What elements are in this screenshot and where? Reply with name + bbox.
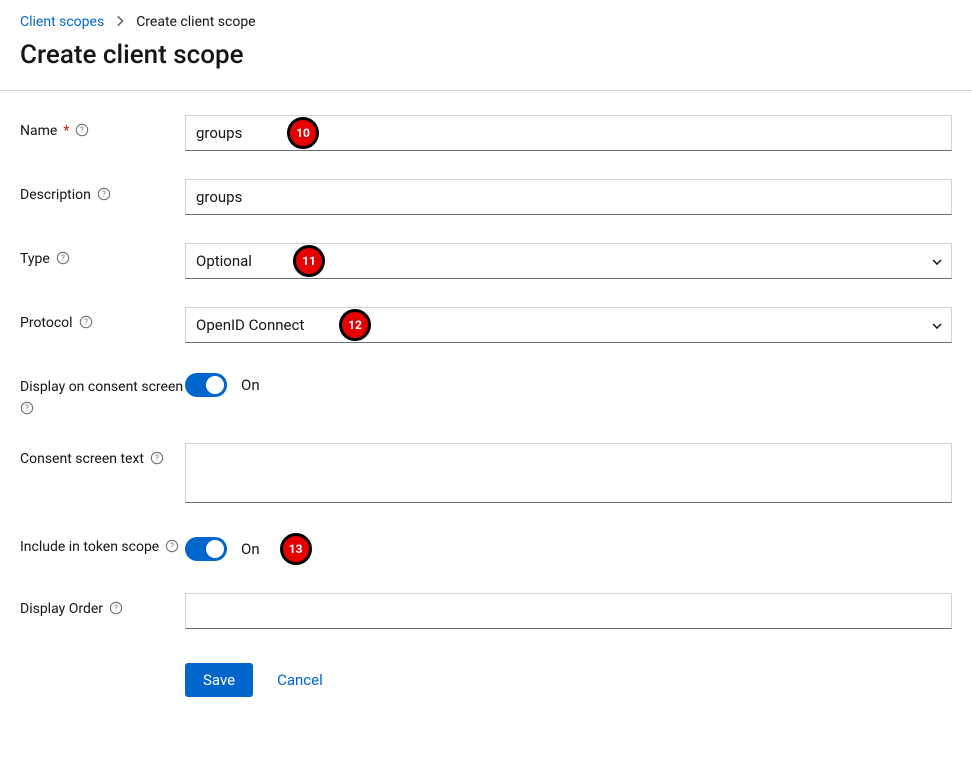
form-row-display-consent: Display on consent screen ? On (20, 371, 952, 415)
label-type: Type ? (20, 243, 185, 267)
cancel-button[interactable]: Cancel (273, 663, 327, 697)
breadcrumb-current: Create client scope (136, 14, 255, 30)
breadcrumb-parent-link[interactable]: Client scopes (20, 14, 104, 30)
include-token-toggle[interactable] (185, 537, 227, 561)
include-token-state: On (241, 540, 260, 558)
page-title: Create client scope (0, 38, 972, 90)
page-root: Client scopes Create client scope Create… (0, 0, 972, 727)
chevron-right-icon (116, 15, 124, 29)
description-input[interactable] (185, 179, 952, 215)
help-icon[interactable]: ? (150, 451, 164, 465)
label-text: Protocol (20, 315, 73, 331)
label-name: Name * ? (20, 115, 185, 139)
form-row-name: Name * ? 10 (20, 115, 952, 151)
label-display-order: Display Order ? (20, 593, 185, 617)
consent-text-input[interactable] (185, 443, 952, 503)
label-text: Display on consent screen (20, 379, 183, 395)
label-text: Description (20, 187, 91, 203)
help-icon[interactable]: ? (56, 251, 70, 265)
save-button[interactable]: Save (185, 663, 253, 697)
display-order-input[interactable] (185, 593, 952, 629)
svg-text:?: ? (25, 404, 29, 413)
type-select[interactable]: Optional (185, 243, 952, 279)
svg-text:?: ? (61, 254, 65, 263)
label-consent-text: Consent screen text ? (20, 443, 185, 467)
help-icon[interactable]: ? (79, 315, 93, 329)
label-text: Display Order (20, 601, 103, 617)
label-display-consent: Display on consent screen ? (20, 371, 185, 415)
display-consent-state: On (241, 376, 260, 394)
svg-text:?: ? (84, 318, 88, 327)
help-icon[interactable]: ? (165, 539, 179, 553)
toggle-knob (206, 540, 224, 558)
breadcrumb: Client scopes Create client scope (0, 0, 972, 38)
form-row-display-order: Display Order ? (20, 593, 952, 629)
help-icon[interactable]: ? (109, 601, 123, 615)
display-consent-toggle[interactable] (185, 373, 227, 397)
svg-text:?: ? (80, 126, 84, 135)
svg-text:?: ? (170, 542, 174, 551)
toggle-knob (206, 376, 224, 394)
label-text: Name (20, 123, 57, 139)
label-protocol: Protocol ? (20, 307, 185, 331)
svg-text:?: ? (102, 190, 106, 199)
name-input[interactable] (185, 115, 952, 151)
label-text: Consent screen text (20, 451, 144, 467)
form-row-protocol: Protocol ? OpenID Connect 12 (20, 307, 952, 343)
label-text: Type (20, 251, 50, 267)
required-indicator: * (63, 123, 69, 139)
form-actions: Save Cancel (20, 663, 952, 697)
type-select-value: Optional (196, 252, 252, 270)
label-include-token: Include in token scope ? (20, 531, 185, 555)
form-row-description: Description ? (20, 179, 952, 215)
svg-text:?: ? (114, 604, 118, 613)
form-row-type: Type ? Optional 11 (20, 243, 952, 279)
form-row-include-token: Include in token scope ? On 13 (20, 531, 952, 565)
help-icon[interactable]: ? (20, 401, 34, 415)
help-icon[interactable]: ? (75, 123, 89, 137)
label-text: Include in token scope (20, 539, 159, 555)
help-icon[interactable]: ? (97, 187, 111, 201)
form: Name * ? 10 Description ? (0, 91, 972, 727)
protocol-select[interactable]: OpenID Connect (185, 307, 952, 343)
form-row-consent-text: Consent screen text ? (20, 443, 952, 503)
protocol-select-value: OpenID Connect (196, 316, 304, 334)
svg-text:?: ? (155, 454, 159, 463)
label-description: Description ? (20, 179, 185, 203)
annotation-badge: 13 (280, 533, 312, 565)
